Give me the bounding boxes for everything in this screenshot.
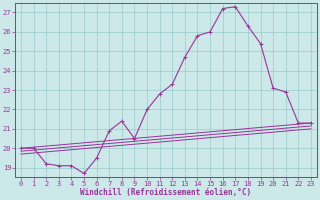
X-axis label: Windchill (Refroidissement éolien,°C): Windchill (Refroidissement éolien,°C) [80, 188, 252, 197]
